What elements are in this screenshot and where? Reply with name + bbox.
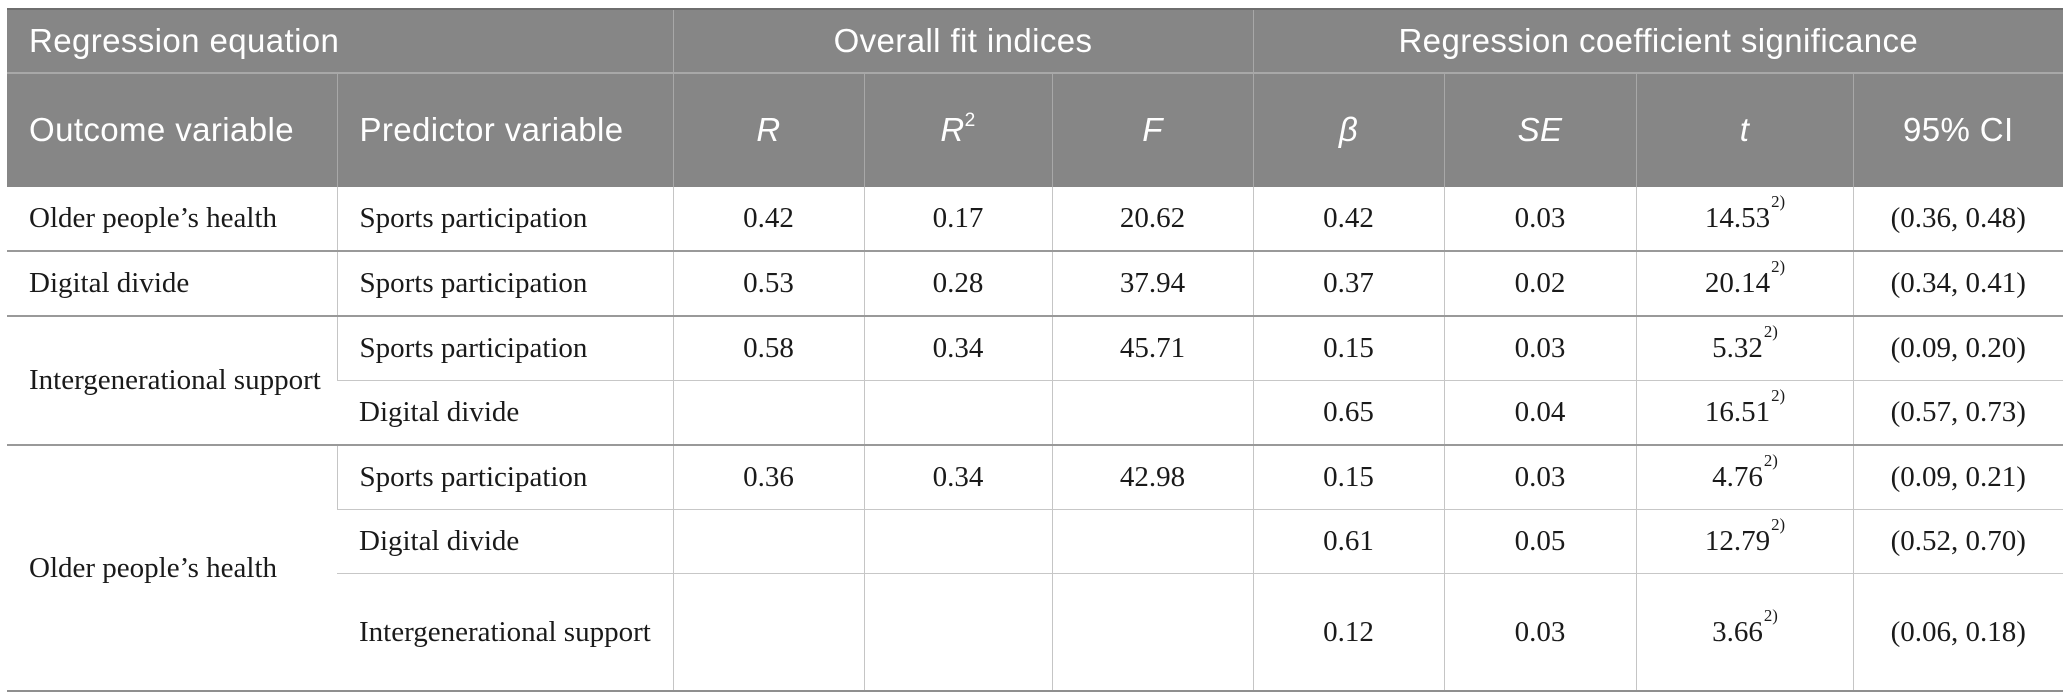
column-header-f: F [1051, 73, 1254, 187]
cell-se: 0.03 [1443, 187, 1637, 252]
table-row: Intergenerational support Sports partici… [7, 316, 2064, 446]
footnote-marker: 2) [1763, 451, 1778, 471]
cell-beta: 0.12 [1252, 573, 1445, 691]
footnote-marker: 2) [1771, 257, 1786, 277]
column-header-t: t [1635, 73, 1854, 187]
cell-beta: 0.37 [1252, 251, 1445, 317]
cell-ci: (0.52, 0.70) [1852, 509, 2064, 574]
cell-beta: 0.15 [1252, 445, 1445, 510]
cell-ci: (0.09, 0.20) [1852, 316, 2064, 381]
cell-se: 0.03 [1443, 445, 1637, 510]
header-group-coefficient-significance: Regression coefficient significance [1252, 9, 2064, 74]
cell-f [1051, 380, 1254, 446]
cell-ci: (0.06, 0.18) [1852, 573, 2064, 691]
cell-r [672, 509, 864, 574]
column-header-r: R [672, 73, 864, 187]
table-row: Older people’s health Sports participati… [7, 187, 2064, 252]
cell-predictor: Sports participation [336, 316, 673, 381]
cell-f: 37.94 [1051, 251, 1254, 317]
cell-predictor: Sports participation [336, 251, 673, 317]
cell-r2: 0.34 [863, 316, 1052, 381]
cell-r: 0.42 [672, 187, 864, 252]
footnote-marker: 2) [1771, 192, 1786, 212]
cell-beta: 0.42 [1252, 187, 1445, 252]
cell-t: 4.762) [1635, 445, 1854, 510]
cell-f [1051, 573, 1254, 691]
table-row: Older people’s health Sports participati… [7, 445, 2064, 691]
cell-predictor: Digital divide [337, 380, 673, 446]
table-row: Intergenerational support 0.12 0.03 3.66… [7, 573, 2064, 691]
cell-t: 5.322) [1635, 316, 1854, 381]
cell-se: 0.04 [1443, 380, 1637, 446]
cell-predictor: Sports participation [336, 445, 673, 510]
column-header-predictor-variable: Predictor variable [336, 73, 673, 187]
cell-predictor: Sports participation [336, 187, 673, 252]
cell-r2 [863, 509, 1052, 574]
header-group-overall-fit-indices: Overall fit indices [672, 9, 1254, 74]
cell-r2: 0.17 [863, 187, 1052, 252]
cell-se: 0.03 [1443, 573, 1637, 691]
footnote-marker: 2) [1763, 605, 1778, 625]
cell-f: 20.62 [1051, 187, 1254, 252]
cell-ci: (0.09, 0.21) [1852, 445, 2064, 510]
cell-beta: 0.65 [1252, 380, 1445, 446]
cell-predictor: Intergenerational support [337, 573, 673, 691]
cell-r [672, 573, 864, 691]
cell-outcome-merged: Older people’s health [7, 445, 337, 691]
cell-ci: (0.57, 0.73) [1852, 380, 2064, 446]
cell-r [672, 380, 864, 446]
table-row: Digital divide Sports participation 0.53… [7, 251, 2064, 317]
cell-r2: 0.28 [863, 251, 1052, 317]
regression-results-table: Regression equation Overall fit indices … [7, 8, 2064, 692]
table-row: Digital divide 0.61 0.05 12.792) (0.52, … [7, 509, 2064, 574]
cell-se: 0.03 [1443, 316, 1637, 381]
footnote-marker: 2) [1771, 386, 1786, 406]
cell-r2: 0.34 [863, 445, 1052, 510]
header-group-row: Regression equation Overall fit indices … [7, 9, 2064, 74]
cell-f [1051, 509, 1254, 574]
cell-r2 [863, 573, 1052, 691]
cell-t: 3.662) [1635, 573, 1854, 691]
footnote-marker: 2) [1763, 322, 1778, 342]
cell-beta: 0.15 [1252, 316, 1445, 381]
cell-se: 0.05 [1443, 509, 1637, 574]
cell-t: 16.512) [1635, 380, 1854, 446]
cell-t: 14.532) [1635, 187, 1854, 252]
cell-r: 0.36 [672, 445, 864, 510]
column-header-ci: 95% CI [1852, 73, 2064, 187]
cell-r2 [863, 380, 1052, 446]
cell-ci: (0.36, 0.48) [1852, 187, 2064, 252]
cell-predictor: Digital divide [337, 509, 673, 574]
cell-ci: (0.34, 0.41) [1852, 251, 2064, 317]
table-row: Digital divide 0.65 0.04 16.512) (0.57, … [7, 380, 2064, 446]
column-header-r-squared: R2 [863, 73, 1052, 187]
cell-f: 45.71 [1051, 316, 1254, 381]
cell-f: 42.98 [1051, 445, 1254, 510]
cell-outcome-merged: Intergenerational support [7, 316, 337, 446]
cell-t: 12.792) [1635, 509, 1854, 574]
footnote-marker: 2) [1771, 515, 1786, 535]
cell-beta: 0.61 [1252, 509, 1445, 574]
cell-r: 0.53 [672, 251, 864, 317]
column-header-beta: β [1252, 73, 1445, 187]
cell-r: 0.58 [672, 316, 864, 381]
cell-t: 20.142) [1635, 251, 1854, 317]
column-header-se: SE [1443, 73, 1637, 187]
cell-outcome: Digital divide [7, 251, 337, 317]
regression-table: Regression equation Overall fit indices … [7, 8, 2064, 692]
cell-outcome: Older people’s health [7, 187, 337, 252]
cell-se: 0.02 [1443, 251, 1637, 317]
column-header-outcome-variable: Outcome variable [7, 73, 337, 187]
header-group-regression-equation: Regression equation [7, 9, 673, 74]
column-header-row: Outcome variable Predictor variable R R2… [7, 73, 2064, 187]
